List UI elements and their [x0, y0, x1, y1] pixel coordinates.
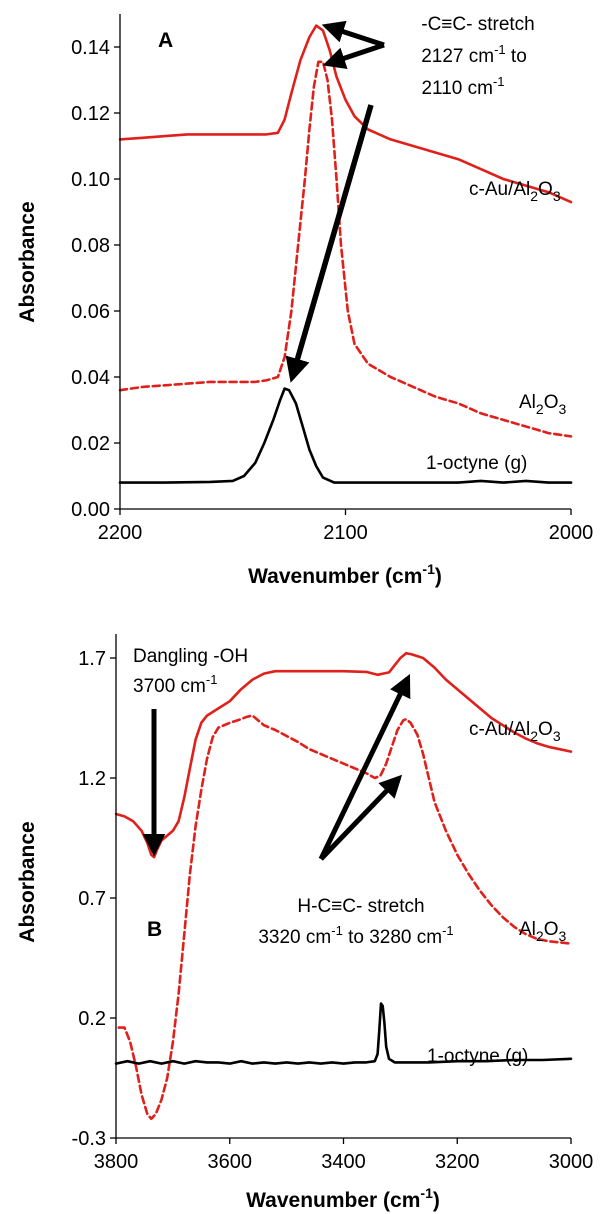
y-tick-label-a: 0.10 [71, 169, 110, 191]
panel-label-b: B [147, 918, 162, 941]
x-tick-label-b: 3000 [549, 1151, 594, 1173]
arrow-to-c-au-ch-peak [318, 673, 411, 861]
x-axis-title-a: Wavenumber (cm-1) [248, 561, 442, 588]
y-axis-ticks-b: -0.3 0.2 0.7 1.2 1.7 3800 3600 3400 3200 3000 [72, 648, 594, 1173]
x-tick-label-a: 2200 [98, 522, 143, 544]
y-tick-label-a: 0.06 [71, 301, 110, 323]
annotation-oh-line1: Dangling -OH [133, 646, 248, 667]
x-tick-label-b: 3400 [321, 1151, 366, 1173]
y-axis-title-a: Absorbance [16, 201, 39, 322]
annotation-cc-line2: 2127 cm-1 to [421, 42, 527, 67]
x-tick-label-b: 3200 [435, 1151, 480, 1173]
y-tick-label-b: 1.2 [78, 768, 106, 790]
x-tick-label-b: 3600 [208, 1151, 253, 1173]
y-axis-title-b: Absorbance [16, 821, 39, 942]
x-tick-label-a: 2100 [323, 522, 368, 544]
arrow-to-al2o3-peak [322, 42, 385, 69]
annotation-ch-line1: H-C≡C- stretch [297, 896, 424, 917]
series-label-al2o3-b: Al2O3 [519, 919, 566, 944]
series-line-a-1 [118, 60, 573, 438]
series-label-c-au-b: c-Au/Al2O3 [469, 719, 561, 744]
x-tick-label-a: 2000 [549, 522, 594, 544]
y-tick-label-b: 0.7 [78, 888, 106, 910]
series-label-octyne-a: 1-octyne (g) [426, 453, 527, 474]
y-tick-label-a: 0.08 [71, 235, 110, 257]
y-axis-ticks-a: 0.00 0.02 0.04 0.06 0.08 0.10 0.12 0.14 2200 2100… [71, 37, 593, 544]
y-tick-label-a: 0.14 [71, 37, 110, 59]
y-tick-label-b: 1.7 [78, 648, 106, 670]
y-tick-label-a: 0.00 [71, 499, 110, 521]
series-line-b-2 [114, 1002, 573, 1065]
series-line-a-2 [118, 387, 573, 484]
y-tick-label-b: -0.3 [72, 1128, 106, 1150]
annotation-cc-line3: 2110 cm-1 [421, 74, 504, 99]
panel-label-a: A [158, 29, 173, 52]
y-tick-label-a: 0.12 [71, 103, 110, 125]
series-line-b-1 [117, 714, 573, 1121]
series-label-al2o3-a: Al2O3 [519, 392, 566, 417]
chart-panel-a: 0.00 0.02 0.04 0.06 0.08 0.10 0.12 0.14 2200 2100… [16, 14, 593, 588]
arrow-to-octyne-peak [285, 104, 374, 383]
x-axis-title-b: Wavenumber (cm-1) [246, 1185, 440, 1212]
y-tick-label-a: 0.04 [71, 367, 110, 389]
annotation-cc-line1: -C≡C- stretch [421, 14, 534, 35]
arrow-to-c-au-peak [321, 20, 385, 48]
annotation-oh-line2: 3700 cm-1 [133, 672, 217, 697]
arrow-to-al2o3-ch-peak [319, 774, 403, 861]
series-label-c-au-a: c-Au/Al2O3 [469, 179, 561, 204]
chart-panel-b: -0.3 0.2 0.7 1.2 1.7 3800 3600 3400 3200 3000 B A… [16, 634, 593, 1212]
x-tick-label-b: 3800 [94, 1151, 139, 1173]
annotation-ch-line2: 3320 cm-1 to 3280 cm-1 [258, 923, 453, 948]
y-tick-label-a: 0.02 [71, 433, 110, 455]
y-tick-label-b: 0.2 [78, 1008, 106, 1030]
series-label-octyne-b: 1-octyne (g) [427, 1046, 528, 1067]
series-group-a [118, 24, 573, 484]
